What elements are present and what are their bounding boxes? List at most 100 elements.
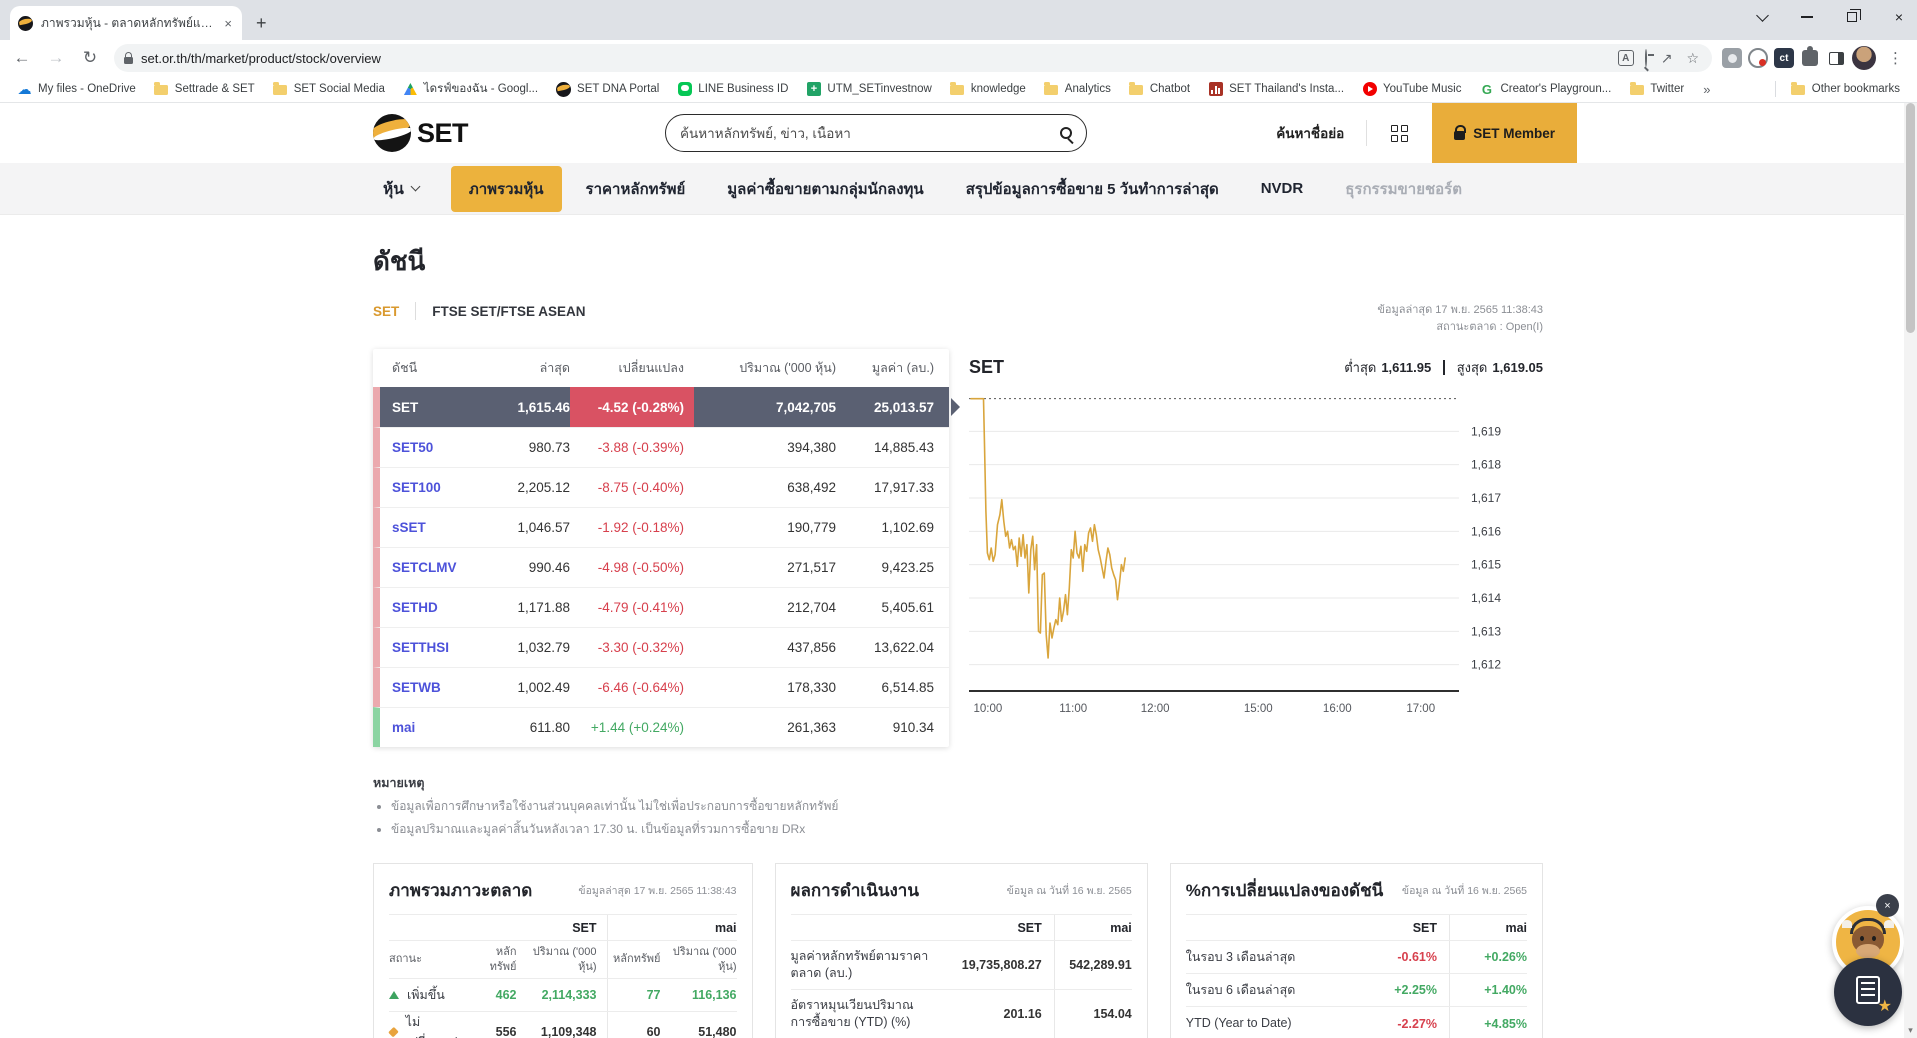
- extensions-puzzle-icon[interactable]: [1800, 46, 1820, 68]
- footnote-item: ข้อมูลปริมาณและมูลค่าสิ้นวันหลังเวลา 17.…: [391, 820, 1543, 839]
- row-unchanged: ไม่เปลี่ยนแปลง 556 1,109,348 60 51,480: [388, 1012, 737, 1038]
- page-scrollbar[interactable]: ▾: [1904, 103, 1917, 1038]
- bookmark-ytmusic[interactable]: YouTube Music: [1355, 79, 1468, 100]
- url-text[interactable]: set.or.th/th/market/product/stock/overvi…: [141, 50, 381, 66]
- table-row-sethd[interactable]: SETHD 1,171.88 -4.79 (-0.41%) 212,704 5,…: [373, 587, 949, 627]
- bookmark-settrade[interactable]: Settrade & SET: [147, 79, 262, 100]
- header-utilities: ค้นหาชื่อย่อ SET Member: [1254, 103, 1577, 163]
- bookmark-set-social[interactable]: SET Social Media: [266, 79, 392, 100]
- utm-icon: +: [806, 82, 821, 97]
- table-row-setclmv[interactable]: SETCLMV 990.46 -4.98 (-0.50%) 271,517 9,…: [373, 547, 949, 587]
- bookmark-knowledge[interactable]: knowledge: [943, 79, 1033, 100]
- table-row-set100[interactable]: SET100 2,205.12 -8.75 (-0.40%) 638,492 1…: [373, 467, 949, 507]
- market-status: สถานะตลาด : Open(I): [1436, 320, 1543, 333]
- tab-set[interactable]: SET: [373, 303, 400, 319]
- nav-item-stock-quote[interactable]: ราคาหลักทรัพย์: [585, 180, 686, 198]
- set-member-button[interactable]: SET Member: [1432, 103, 1577, 163]
- updated-timestamp: ข้อมูลล่าสุด 17 พ.ย. 2565 11:38:43: [1377, 304, 1543, 316]
- extension-recorder-icon[interactable]: [1748, 48, 1768, 68]
- table-row-sset[interactable]: sSET 1,046.57 -1.92 (-0.18%) 190,779 1,1…: [373, 507, 949, 547]
- translate-icon[interactable]: A: [1617, 50, 1634, 66]
- extension-capture-icon[interactable]: [1722, 48, 1742, 68]
- apps-grid-icon[interactable]: [1367, 124, 1432, 142]
- bookmark-set-dna[interactable]: SET DNA Portal: [549, 79, 666, 100]
- window-chevron-icon[interactable]: [1756, 8, 1769, 22]
- svg-text:1,617: 1,617: [1471, 491, 1501, 505]
- menu-kebab-icon[interactable]: ⋮: [1888, 50, 1903, 67]
- mascot-close-icon[interactable]: ×: [1876, 894, 1899, 917]
- line-icon: [677, 82, 692, 97]
- site-header: SET ค้นหาชื่อย่อ SET Member: [0, 103, 1917, 163]
- bookmarks-bar: ☁ My files - OneDrive Settrade & SET SET…: [0, 76, 1917, 103]
- page-content: ดัชนี SET FTSE SET/FTSE ASEAN ข้อมูลล่าส…: [373, 215, 1543, 1038]
- new-tab-button[interactable]: +: [256, 13, 267, 33]
- browser-tab[interactable]: ภาพรวมหุ้น - ตลาดหลักทรัพย์แห่งประ... ×: [10, 6, 242, 40]
- profile-avatar[interactable]: [1852, 46, 1876, 70]
- nav-item-5day-summary[interactable]: สรุปข้อมูลการซื้อขาย 5 วันทำการล่าสุด: [965, 180, 1219, 198]
- survey-fab-button[interactable]: ★: [1834, 958, 1902, 1026]
- folder-icon: [1129, 82, 1144, 97]
- reload-icon[interactable]: ↻: [82, 48, 98, 67]
- star-icon: ★: [1877, 998, 1892, 1015]
- site-search[interactable]: [665, 114, 1087, 152]
- row-6month: ในรอบ 6 เดือนล่าสุด +2.25% +1.40%: [1185, 974, 1527, 1007]
- bookmark-line-business[interactable]: LINE Business ID: [670, 79, 795, 100]
- svg-text:1,613: 1,613: [1471, 624, 1501, 638]
- table-row-set50[interactable]: SET50 980.73 -3.88 (-0.39%) 394,380 14,8…: [373, 427, 949, 467]
- scrollbar-thumb[interactable]: [1906, 103, 1915, 333]
- header-divider: [1366, 120, 1368, 146]
- extension-ct-icon[interactable]: ct: [1774, 48, 1794, 68]
- bookmark-creators[interactable]: G Creator's Playgroun...: [1472, 79, 1618, 100]
- reading-mode-icon[interactable]: [1826, 48, 1846, 68]
- zoom-icon[interactable]: [1642, 49, 1650, 67]
- back-icon[interactable]: ←: [13, 48, 31, 67]
- bookmark-chatbot[interactable]: Chatbot: [1122, 79, 1197, 100]
- footnote-item: ข้อมูลเพื่อการศึกษาหรือใช้งานส่วนบุคคลเท…: [391, 797, 1543, 816]
- window-minimize-icon[interactable]: [1801, 16, 1813, 18]
- search-input[interactable]: [680, 125, 1060, 141]
- folder-icon: [1791, 82, 1806, 97]
- data-updated-block: ข้อมูลล่าสุด 17 พ.ย. 2565 11:38:43 สถานะ…: [1377, 302, 1543, 335]
- bookmark-analytics[interactable]: Analytics: [1037, 79, 1118, 100]
- table-row-mai[interactable]: mai 611.80 +1.44 (+0.24%) 261,363 910.34: [373, 707, 949, 747]
- tab-close-icon[interactable]: ×: [224, 15, 232, 31]
- table-row-setthsi[interactable]: SETTHSI 1,032.79 -3.30 (-0.32%) 437,856 …: [373, 627, 949, 667]
- omnibox[interactable]: set.or.th/th/market/product/stock/overvi…: [114, 44, 1712, 72]
- svg-text:1,618: 1,618: [1471, 458, 1501, 472]
- card-header: ผลการดำเนินงาน ข้อมูล ณ วันที่ 16 พ.ย. 2…: [790, 877, 1132, 915]
- window-close-icon[interactable]: ×: [1894, 9, 1904, 25]
- nav-stock-dropdown[interactable]: หุ้น: [383, 176, 421, 201]
- nav-item-nvdr[interactable]: NVDR: [1260, 180, 1304, 197]
- bookmarks-overflow-chevron[interactable]: »: [1703, 81, 1711, 97]
- table-row-setwb[interactable]: SETWB 1,002.49 -6.46 (-0.64%) 178,330 6,…: [373, 667, 949, 707]
- share-icon[interactable]: ↗: [1660, 49, 1673, 66]
- folder-icon: [1044, 82, 1059, 97]
- bookmark-set-insta[interactable]: SET Thailand's Insta...: [1201, 79, 1351, 100]
- window-restore-icon[interactable]: [1847, 9, 1861, 22]
- scrollbar-down-arrow[interactable]: ▾: [1908, 1025, 1913, 1035]
- nav-item-stock-overview[interactable]: ภาพรวมหุ้น: [450, 165, 562, 212]
- main-nav: หุ้น ภาพรวมหุ้น ราคาหลักทรัพย์ มูลค่าซื้…: [0, 163, 1917, 215]
- set-logo[interactable]: SET: [373, 114, 469, 152]
- svg-text:1,612: 1,612: [1471, 658, 1501, 672]
- nav-item-investor-type[interactable]: มูลค่าซื้อขายตามกลุ่มนักลงทุน: [727, 180, 924, 198]
- section-head: SET FTSE SET/FTSE ASEAN ข้อมูลล่าสุด 17 …: [373, 302, 1543, 335]
- bookmark-utm[interactable]: + UTM_SETinvestnow: [799, 79, 938, 100]
- nav-item-short-sales[interactable]: ธุรกรรมขายชอร์ต: [1345, 180, 1462, 198]
- forward-icon[interactable]: →: [47, 48, 65, 67]
- bookmark-gdrive[interactable]: ไดรฟ์ของฉัน - Googl...: [396, 77, 545, 101]
- bookmark-star-icon[interactable]: ☆: [1686, 49, 1699, 66]
- other-bookmarks[interactable]: Other bookmarks: [1784, 79, 1907, 100]
- folder-icon: [273, 82, 288, 97]
- tab-ftse[interactable]: FTSE SET/FTSE ASEAN: [432, 303, 586, 319]
- google-drive-icon: [403, 82, 418, 97]
- search-icon[interactable]: [1060, 127, 1072, 139]
- bookmark-onedrive[interactable]: ☁ My files - OneDrive: [17, 81, 136, 97]
- bookmark-twitter[interactable]: Twitter: [1622, 79, 1691, 100]
- svg-text:15:00: 15:00: [1244, 703, 1273, 715]
- onedrive-icon: ☁: [17, 81, 32, 97]
- table-row-set[interactable]: SET 1,615.46 -4.52 (-0.28%) 7,042,705 25…: [373, 387, 949, 427]
- find-symbol-link[interactable]: ค้นหาชื่อย่อ: [1276, 126, 1345, 141]
- card-header: ภาพรวมภาวะตลาด ข้อมูลล่าสุด 17 พ.ย. 2565…: [389, 877, 737, 915]
- index-table-header: ดัชนี ล่าสุด เปลี่ยนแปลง ปริมาณ ('000 หุ…: [392, 361, 934, 375]
